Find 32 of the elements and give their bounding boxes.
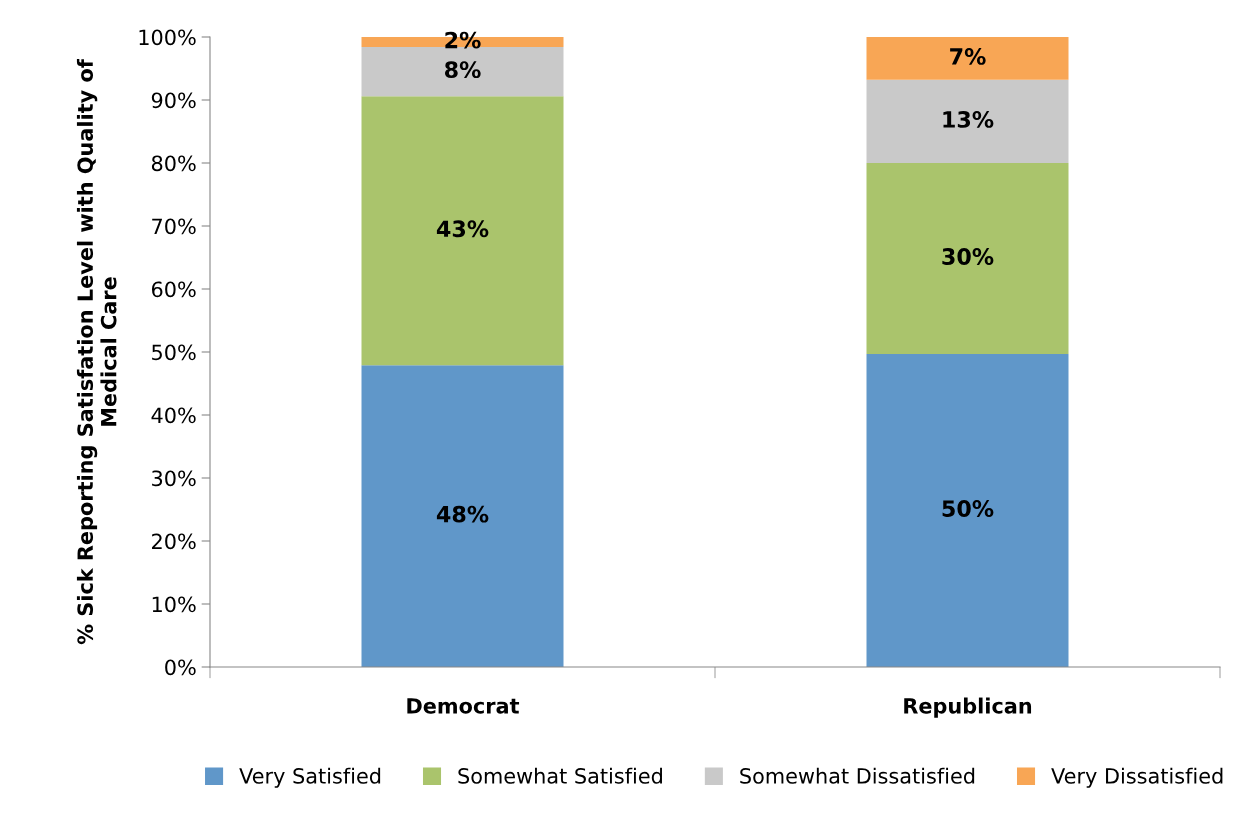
y-tick-label: 100% — [139, 29, 196, 46]
bar — [866, 79, 1069, 163]
y-tick-label: 50% — [152, 344, 196, 361]
legend-label: Somewhat Satisfied — [458, 767, 662, 784]
data-label: 43% — [436, 220, 489, 238]
y-tick-label: 0% — [165, 659, 196, 676]
y-tick-label: 30% — [152, 470, 196, 487]
y-tick-label: 10% — [152, 596, 196, 613]
legend-label: Very Satisfied — [239, 767, 381, 788]
x-tick-label: Republican — [904, 697, 1032, 718]
bar — [361, 47, 564, 97]
data-label: 8% — [444, 61, 481, 79]
legend-label: Somewhat Dissatisfied — [740, 767, 975, 784]
y-tick-label: 40% — [151, 407, 196, 424]
data-label: 13% — [943, 111, 994, 128]
bar — [361, 365, 564, 667]
legend-label: Very Dissatisfied — [1051, 767, 1223, 788]
y-tick-label: 70% — [152, 218, 196, 235]
bar — [866, 37, 1069, 80]
x-tick-label: Democrat — [407, 698, 520, 714]
y-tick-label: 60% — [151, 281, 196, 298]
bar — [866, 353, 1069, 667]
y-tick-label: 20% — [152, 533, 196, 550]
bar — [361, 96, 564, 366]
y-axis-title: % Sick Reporting Satisfation Level with Quality of Medical Care — [76, 58, 117, 645]
y-tick-label: 80% — [151, 155, 196, 172]
data-label: 50% — [942, 500, 994, 517]
data-label: 30% — [942, 248, 994, 265]
y-tick-label: 90% — [151, 92, 196, 109]
data-label: 48% — [436, 505, 489, 523]
bar — [866, 163, 1069, 354]
data-label: 7% — [950, 48, 986, 65]
